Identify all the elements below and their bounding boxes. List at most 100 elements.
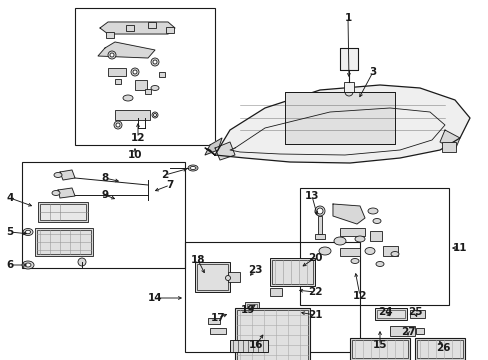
Ellipse shape xyxy=(23,229,33,235)
Polygon shape xyxy=(100,22,175,34)
Ellipse shape xyxy=(54,172,62,177)
Ellipse shape xyxy=(133,70,137,74)
Ellipse shape xyxy=(116,123,120,127)
FancyBboxPatch shape xyxy=(209,328,225,334)
FancyBboxPatch shape xyxy=(343,82,353,92)
FancyBboxPatch shape xyxy=(165,27,174,33)
Text: 18: 18 xyxy=(190,255,205,265)
FancyBboxPatch shape xyxy=(115,110,150,120)
Text: 7: 7 xyxy=(166,180,173,190)
Ellipse shape xyxy=(345,88,352,96)
FancyBboxPatch shape xyxy=(351,340,407,358)
Ellipse shape xyxy=(316,208,323,214)
Text: 20: 20 xyxy=(307,253,322,263)
Ellipse shape xyxy=(318,247,330,255)
FancyBboxPatch shape xyxy=(374,308,406,320)
FancyBboxPatch shape xyxy=(441,142,455,152)
Text: 8: 8 xyxy=(101,173,108,183)
Text: 11: 11 xyxy=(452,243,467,253)
Polygon shape xyxy=(215,142,235,160)
Ellipse shape xyxy=(333,237,346,245)
FancyBboxPatch shape xyxy=(244,302,259,312)
FancyBboxPatch shape xyxy=(159,72,164,77)
FancyBboxPatch shape xyxy=(38,202,88,222)
Text: 21: 21 xyxy=(307,310,322,320)
FancyBboxPatch shape xyxy=(108,68,126,76)
Text: 23: 23 xyxy=(247,265,262,275)
Polygon shape xyxy=(204,138,222,155)
Ellipse shape xyxy=(114,121,122,129)
FancyBboxPatch shape xyxy=(126,25,134,31)
Text: 6: 6 xyxy=(6,260,14,270)
FancyBboxPatch shape xyxy=(269,288,282,296)
FancyBboxPatch shape xyxy=(195,262,229,292)
FancyBboxPatch shape xyxy=(416,340,462,358)
Ellipse shape xyxy=(52,190,60,195)
Ellipse shape xyxy=(25,263,31,267)
FancyBboxPatch shape xyxy=(40,204,86,220)
Text: 3: 3 xyxy=(368,67,376,77)
Text: 16: 16 xyxy=(248,340,263,350)
Ellipse shape xyxy=(151,86,159,90)
FancyBboxPatch shape xyxy=(339,228,364,236)
FancyBboxPatch shape xyxy=(415,328,423,334)
Text: 12: 12 xyxy=(352,291,366,301)
Text: 17: 17 xyxy=(210,313,225,323)
Polygon shape xyxy=(98,42,155,58)
Bar xyxy=(299,188,448,305)
Text: 1: 1 xyxy=(344,13,351,23)
Ellipse shape xyxy=(152,112,158,118)
FancyBboxPatch shape xyxy=(314,234,325,239)
FancyBboxPatch shape xyxy=(317,216,321,234)
Text: 12: 12 xyxy=(130,133,145,143)
FancyBboxPatch shape xyxy=(376,310,404,318)
Polygon shape xyxy=(439,130,459,150)
Ellipse shape xyxy=(110,53,114,57)
Text: 13: 13 xyxy=(304,191,319,201)
Ellipse shape xyxy=(390,252,398,257)
Ellipse shape xyxy=(364,248,374,255)
Text: 26: 26 xyxy=(435,343,449,353)
Text: 9: 9 xyxy=(101,190,108,200)
Ellipse shape xyxy=(153,113,156,117)
Ellipse shape xyxy=(153,60,157,64)
Ellipse shape xyxy=(367,208,377,214)
Text: 15: 15 xyxy=(372,340,386,350)
FancyBboxPatch shape xyxy=(145,89,151,94)
Ellipse shape xyxy=(372,219,380,224)
FancyBboxPatch shape xyxy=(37,230,91,254)
Ellipse shape xyxy=(225,275,230,280)
FancyBboxPatch shape xyxy=(414,338,464,360)
Ellipse shape xyxy=(25,230,30,234)
FancyBboxPatch shape xyxy=(227,272,240,282)
Bar xyxy=(22,162,184,268)
FancyBboxPatch shape xyxy=(382,246,397,256)
Ellipse shape xyxy=(354,236,364,242)
Polygon shape xyxy=(204,85,469,163)
Text: 5: 5 xyxy=(6,227,14,237)
FancyBboxPatch shape xyxy=(269,258,314,286)
Text: 25: 25 xyxy=(407,307,421,317)
FancyBboxPatch shape xyxy=(115,79,121,84)
FancyBboxPatch shape xyxy=(135,80,147,90)
Text: 14: 14 xyxy=(147,293,162,303)
Ellipse shape xyxy=(350,258,358,264)
FancyBboxPatch shape xyxy=(106,32,114,38)
Bar xyxy=(75,8,215,145)
FancyBboxPatch shape xyxy=(246,304,257,310)
Bar xyxy=(184,242,359,352)
Text: 10: 10 xyxy=(127,150,142,160)
Text: 22: 22 xyxy=(307,287,322,297)
Ellipse shape xyxy=(375,261,383,266)
FancyBboxPatch shape xyxy=(409,310,424,318)
Ellipse shape xyxy=(131,68,139,76)
FancyBboxPatch shape xyxy=(369,231,381,241)
FancyBboxPatch shape xyxy=(285,92,394,144)
Text: 4: 4 xyxy=(6,193,14,203)
FancyBboxPatch shape xyxy=(389,326,414,336)
Polygon shape xyxy=(332,204,364,224)
Text: 19: 19 xyxy=(240,305,255,315)
Ellipse shape xyxy=(187,165,198,171)
FancyBboxPatch shape xyxy=(339,48,357,70)
Ellipse shape xyxy=(78,258,86,266)
